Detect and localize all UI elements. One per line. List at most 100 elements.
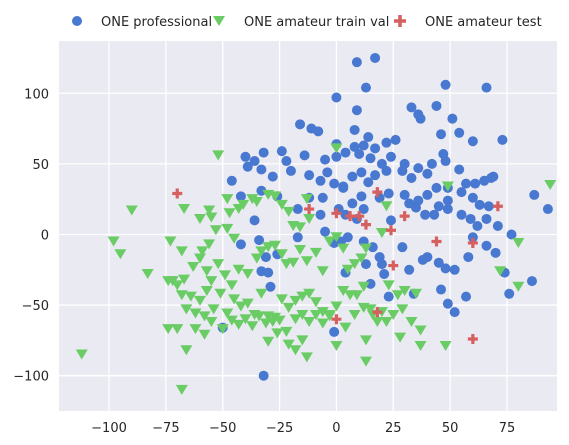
point-professional <box>260 252 271 263</box>
point-professional <box>356 191 367 202</box>
point-professional <box>370 170 381 181</box>
x-tick-label: −25 <box>266 421 293 436</box>
point-train-val <box>162 276 175 287</box>
point-train-val <box>271 328 284 339</box>
y-axis-ticks: −100 −50 0 50 100 <box>13 87 49 384</box>
point-train-val <box>189 308 202 319</box>
point-professional <box>431 100 442 111</box>
point-train-val <box>289 314 302 325</box>
point-professional <box>317 192 328 203</box>
point-professional <box>526 276 537 287</box>
point-professional <box>442 298 453 309</box>
point-professional <box>467 136 478 147</box>
point-professional <box>315 209 326 220</box>
point-train-val <box>212 259 225 270</box>
point-professional <box>447 113 458 124</box>
point-train-val <box>141 269 154 280</box>
legend-marker-train-val <box>213 16 225 26</box>
point-professional <box>454 127 465 138</box>
x-tick-label: 50 <box>442 421 459 436</box>
point-train-val <box>309 247 322 258</box>
point-professional <box>304 170 315 181</box>
point-train-val <box>125 205 138 216</box>
point-train-val <box>303 213 316 224</box>
point-professional <box>256 164 267 175</box>
point-professional <box>285 165 296 176</box>
point-train-val <box>241 269 254 280</box>
point-train-val <box>282 302 295 313</box>
point-test <box>354 211 365 222</box>
point-professional <box>422 252 433 263</box>
point-professional <box>276 146 287 157</box>
point-professional <box>292 204 303 215</box>
point-professional <box>529 189 540 200</box>
point-professional <box>358 140 369 151</box>
point-test <box>360 219 371 230</box>
point-train-val <box>207 304 220 315</box>
point-professional <box>281 156 292 167</box>
point-professional <box>320 154 331 165</box>
point-train-val <box>391 290 404 301</box>
point-professional <box>360 259 371 270</box>
point-professional <box>483 201 494 212</box>
point-professional <box>456 209 467 220</box>
point-professional <box>354 148 365 159</box>
point-professional <box>379 269 390 280</box>
point-train-val <box>193 213 206 224</box>
point-test <box>372 187 383 198</box>
point-professional <box>454 164 465 175</box>
point-professional <box>433 201 444 212</box>
point-train-val <box>269 240 282 251</box>
point-professional <box>404 264 415 275</box>
point-train-val <box>296 309 309 320</box>
point-professional <box>313 126 324 137</box>
point-professional <box>490 247 501 258</box>
point-train-val <box>380 201 393 212</box>
point-train-val <box>359 356 372 367</box>
point-train-val <box>294 245 307 256</box>
legend-marker-test <box>394 15 406 27</box>
point-train-val <box>280 259 293 270</box>
point-professional <box>295 119 306 130</box>
point-professional <box>420 209 431 220</box>
point-train-val <box>300 194 313 205</box>
point-professional <box>456 187 467 198</box>
point-professional <box>249 156 260 167</box>
point-test <box>399 211 410 222</box>
y-tick-label: 50 <box>32 158 49 173</box>
x-tick-label: −100 <box>91 421 127 436</box>
point-professional <box>406 172 417 183</box>
point-professional <box>351 57 362 68</box>
point-professional <box>497 134 508 145</box>
point-train-val <box>273 315 286 326</box>
point-train-val <box>253 311 266 322</box>
point-professional <box>358 204 369 215</box>
point-train-val <box>300 352 313 363</box>
point-train-val <box>330 232 343 243</box>
point-train-val <box>225 315 238 326</box>
point-train-val <box>221 194 234 205</box>
point-professional <box>431 182 442 193</box>
point-professional <box>363 132 374 143</box>
point-professional <box>467 232 478 243</box>
x-axis-ticks: −100 −75 −50 −25 0 25 50 75 <box>91 421 515 436</box>
point-train-val <box>316 318 329 329</box>
point-train-val <box>410 288 423 299</box>
point-professional <box>440 79 451 90</box>
point-train-val <box>287 257 300 268</box>
point-train-val <box>275 249 288 260</box>
point-train-val <box>255 246 268 257</box>
point-train-val <box>371 317 384 328</box>
point-professional <box>390 134 401 145</box>
point-professional <box>413 163 424 174</box>
point-train-val <box>221 223 234 234</box>
point-train-val <box>180 345 193 356</box>
point-train-val <box>441 181 454 192</box>
point-test <box>331 208 342 219</box>
point-train-val <box>364 304 377 315</box>
point-train-val <box>375 228 388 239</box>
point-professional <box>481 213 492 224</box>
point-professional <box>463 252 474 263</box>
point-professional <box>299 150 310 161</box>
